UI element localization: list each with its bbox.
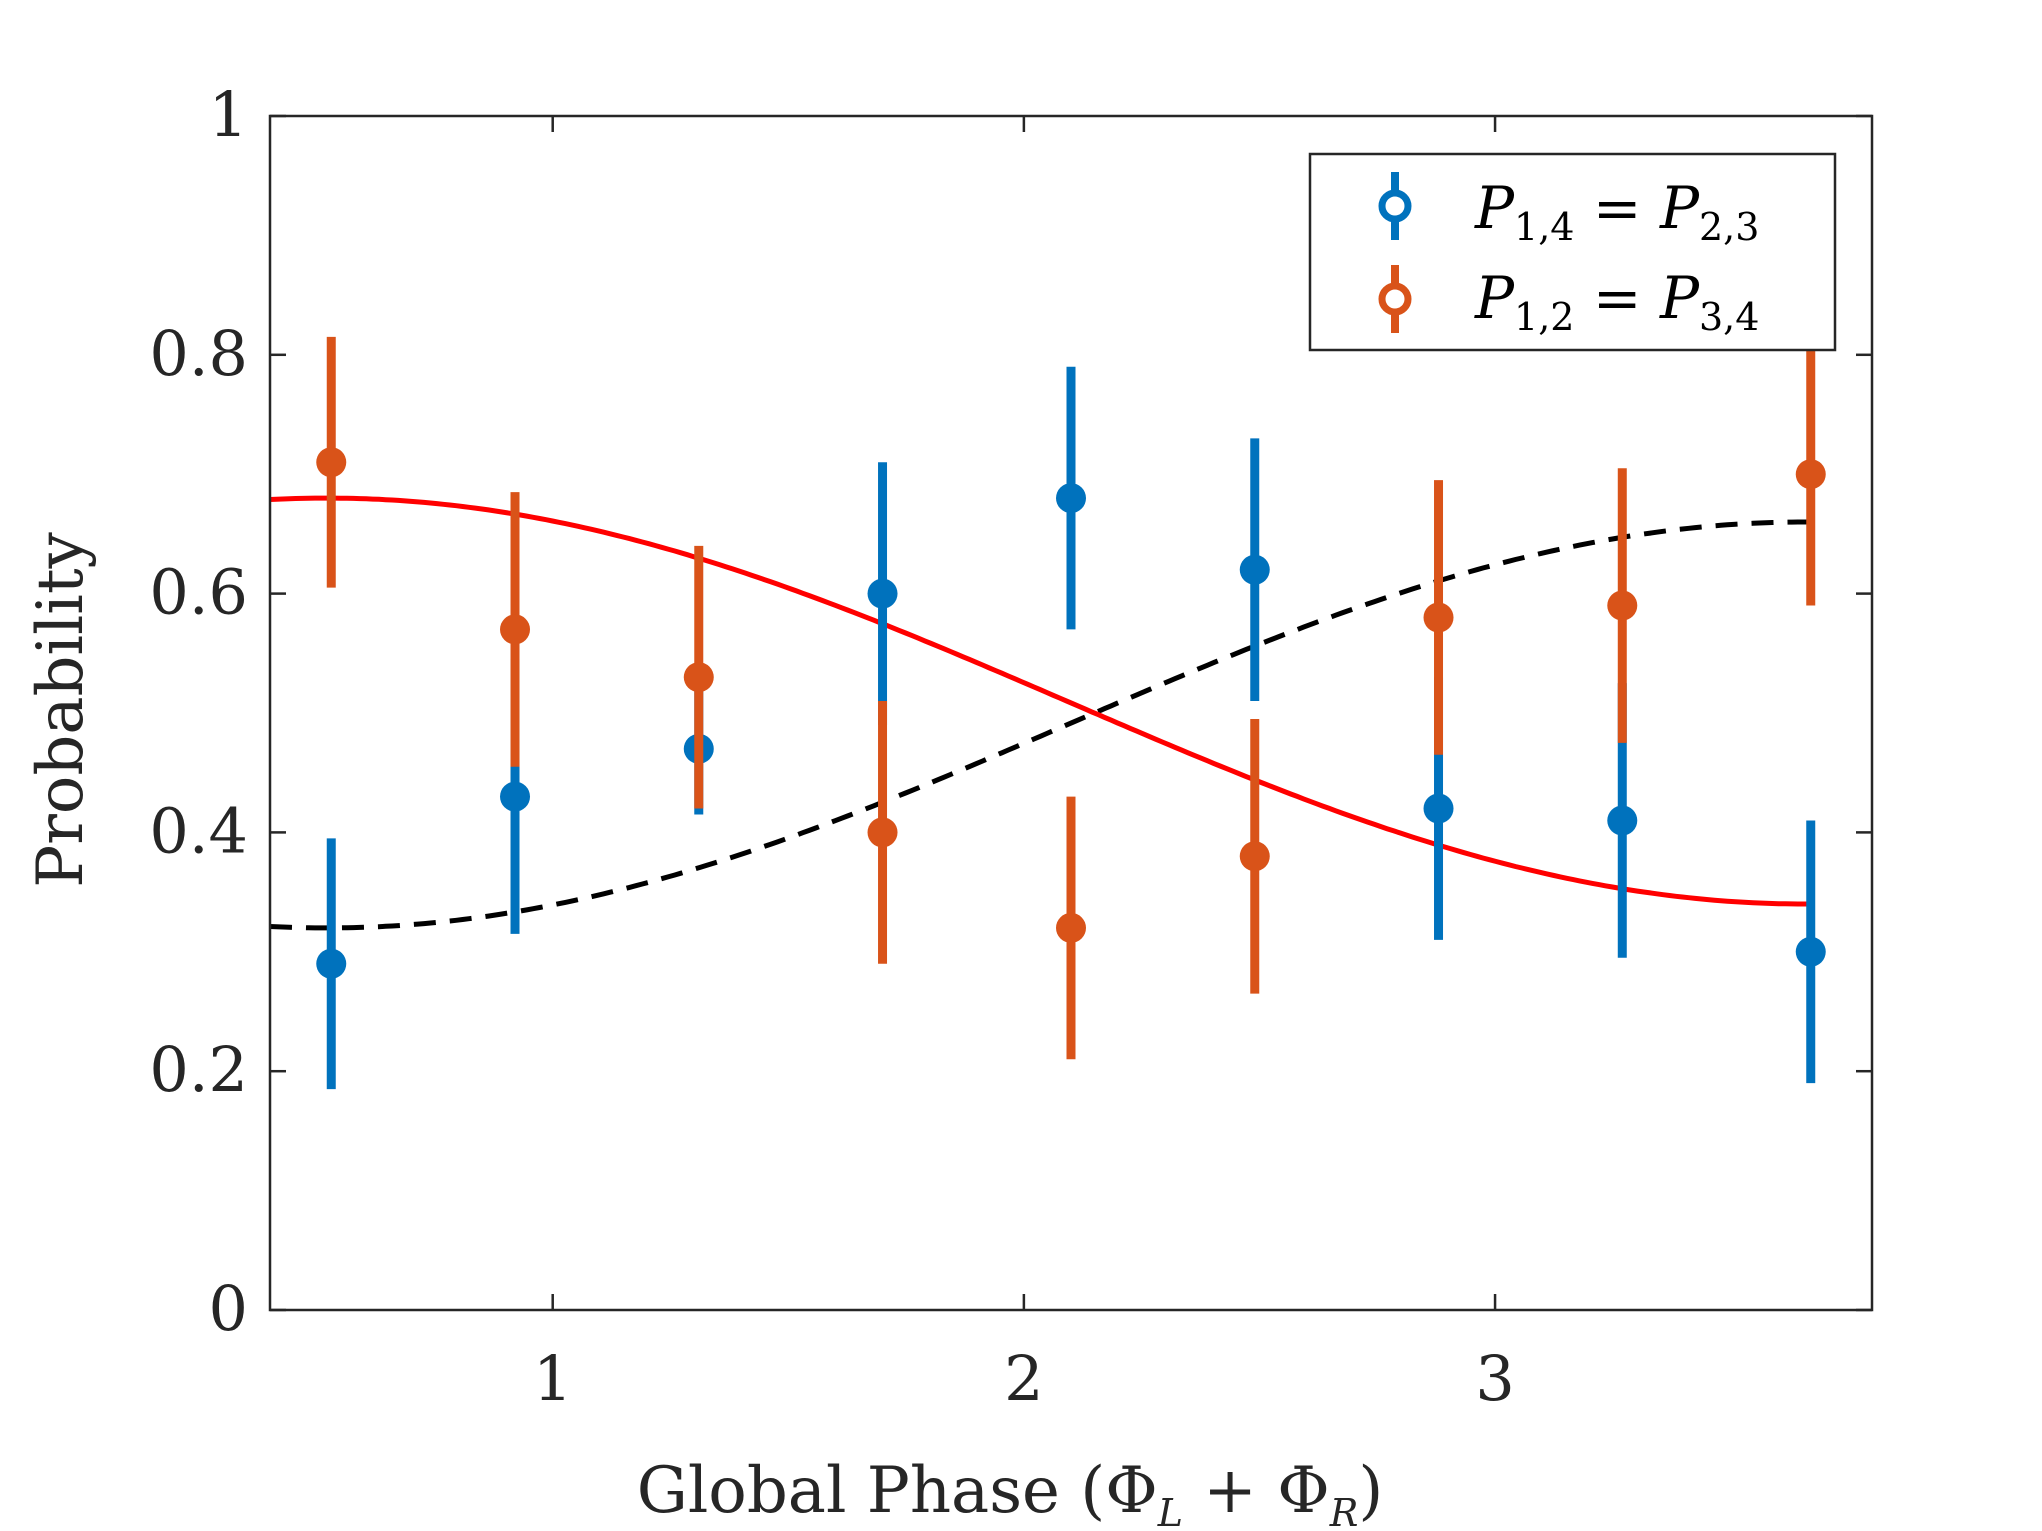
- data-point-series-2: [500, 614, 531, 645]
- legend-entry-series-1: P1,4 = P2,3: [1378, 172, 1759, 249]
- x-tick-label: 3: [1475, 1342, 1514, 1415]
- tick-labels: 1 2 3 0 0.2 0.4 0.6 0.8 1: [149, 78, 1514, 1415]
- data-point-series-2: [1239, 841, 1270, 872]
- x-tick-label: 1: [533, 1342, 572, 1415]
- y-tick-label: 0: [209, 1272, 248, 1345]
- x-axis-title: Global Phase (ΦL + ΦR): [637, 1454, 1384, 1531]
- data-point-series-2: [316, 447, 347, 478]
- y-axis-title: Probability: [24, 532, 98, 888]
- plot-frame: [268, 114, 1874, 1312]
- fit-curves: [269, 495, 1811, 931]
- y-tick-label: 0.6: [149, 556, 248, 629]
- data-point-series-1: [316, 948, 347, 979]
- x-tick-label: 2: [1004, 1342, 1043, 1415]
- data-point-series-2: [1423, 602, 1454, 633]
- y-tick-label: 0.8: [149, 317, 248, 390]
- y-tick-label: 1: [209, 78, 248, 151]
- data-point-series-1: [1607, 805, 1638, 836]
- y-tick-label: 0.4: [149, 794, 248, 867]
- data-point-series-2: [683, 662, 714, 693]
- y-tick-label: 0.2: [149, 1033, 248, 1106]
- data-point-series-2: [1056, 912, 1086, 943]
- fit-curve-solid: [269, 495, 1811, 907]
- data-point-series-1: [1239, 554, 1270, 585]
- data-points: [316, 336, 1826, 1090]
- legend: P1,4 = P2,3 P1,2 = P3,4: [1308, 152, 1837, 352]
- legend-entry-series-2: P1,2 = P3,4: [1378, 264, 1759, 339]
- data-point-series-2: [1795, 459, 1826, 490]
- legend-marker: [1378, 189, 1412, 223]
- data-point-series-2: [1607, 590, 1638, 621]
- data-point-series-1: [1056, 483, 1086, 514]
- legend-marker: [1378, 282, 1412, 316]
- data-point-series-1: [1795, 936, 1826, 967]
- data-point-series-1: [1423, 793, 1454, 824]
- data-point-series-2: [867, 817, 898, 848]
- fit-curve-dashed: [269, 519, 1811, 931]
- legend-label-series-1: P1,4 = P2,3: [1474, 174, 1759, 249]
- legend-label-series-2: P1,2 = P3,4: [1474, 264, 1759, 339]
- data-point-series-1: [867, 578, 898, 609]
- data-point-series-1: [500, 781, 531, 812]
